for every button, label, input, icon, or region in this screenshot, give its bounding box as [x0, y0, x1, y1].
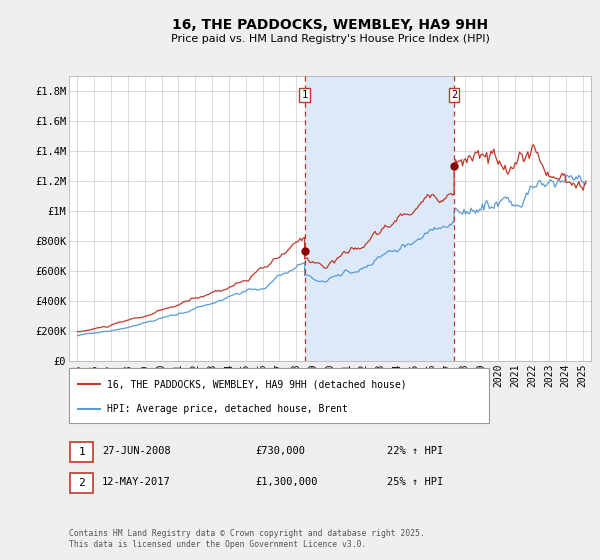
Text: 22% ↑ HPI: 22% ↑ HPI	[387, 446, 443, 456]
Text: 27-JUN-2008: 27-JUN-2008	[102, 446, 171, 456]
Text: 25% ↑ HPI: 25% ↑ HPI	[387, 477, 443, 487]
Text: 16, THE PADDOCKS, WEMBLEY, HA9 9HH (detached house): 16, THE PADDOCKS, WEMBLEY, HA9 9HH (deta…	[107, 379, 406, 389]
Text: 12-MAY-2017: 12-MAY-2017	[102, 477, 171, 487]
Text: 2: 2	[451, 90, 457, 100]
Text: 16, THE PADDOCKS, WEMBLEY, HA9 9HH: 16, THE PADDOCKS, WEMBLEY, HA9 9HH	[172, 18, 488, 32]
Text: HPI: Average price, detached house, Brent: HPI: Average price, detached house, Bren…	[107, 404, 347, 414]
FancyBboxPatch shape	[70, 473, 93, 493]
Text: Contains HM Land Registry data © Crown copyright and database right 2025.
This d: Contains HM Land Registry data © Crown c…	[69, 529, 425, 549]
Bar	[305, 76, 454, 361]
FancyBboxPatch shape	[69, 368, 489, 423]
Text: 1: 1	[78, 447, 85, 457]
Text: 2: 2	[78, 478, 85, 488]
Text: 1: 1	[301, 90, 308, 100]
Text: £730,000: £730,000	[255, 446, 305, 456]
FancyBboxPatch shape	[70, 442, 93, 462]
Text: £1,300,000: £1,300,000	[255, 477, 317, 487]
Text: Price paid vs. HM Land Registry's House Price Index (HPI): Price paid vs. HM Land Registry's House …	[170, 34, 490, 44]
